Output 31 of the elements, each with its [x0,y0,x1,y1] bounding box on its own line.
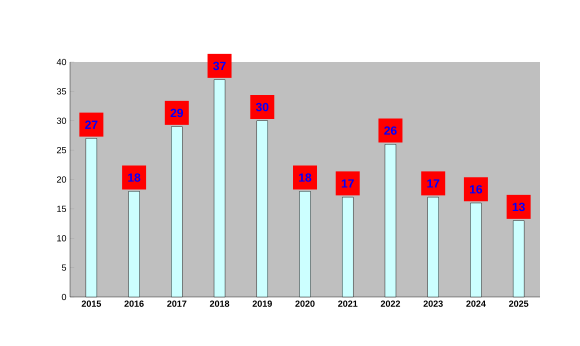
x-tick-label: 2016 [124,300,144,307]
y-tick-label: 20 [56,176,66,183]
y-tick-label: 30 [56,118,66,124]
data-label: 13 [512,202,525,212]
data-label: 26 [384,126,397,135]
x-tick-label: 2018 [210,300,230,307]
x-tick-label: 2025 [508,300,528,307]
data-label: 37 [213,62,226,70]
data-label: 17 [342,179,354,188]
y-tick-label: 35 [56,88,66,95]
x-tick-label: 2015 [82,300,102,307]
y-tick-label: 10 [57,235,66,242]
x-tick-label: 2021 [338,300,358,307]
y-tick-label: 0 [62,294,66,300]
data-label: 18 [128,173,140,182]
x-tick-label: 2017 [167,300,186,307]
y-tick-label: 15 [57,206,66,212]
data-label: 16 [470,185,482,194]
data-label: 17 [427,179,440,188]
x-tick-label: 2020 [295,300,315,307]
data-label: 18 [299,173,312,182]
x-tick-label: 2019 [252,300,272,307]
y-tick-label: 25 [56,146,66,154]
y-tick-label: 40 [56,58,66,66]
data-label: 29 [170,108,184,118]
x-tick-label: 2023 [424,300,443,307]
x-tick-label: 2024 [466,300,486,307]
data-label: 30 [256,102,268,112]
y-tick-label: 5 [62,264,66,271]
x-tick-label: 2022 [380,300,400,307]
data-label: 27 [85,120,98,129]
